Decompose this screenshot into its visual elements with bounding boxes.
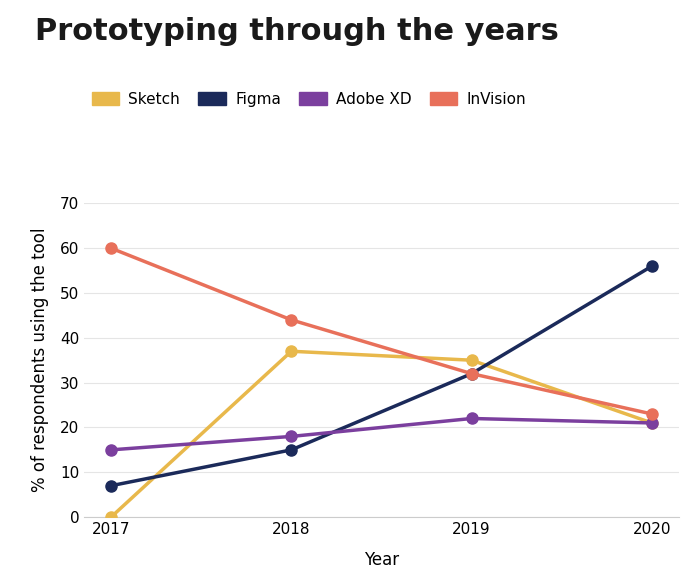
Legend: Sketch, Figma, Adobe XD, InVision: Sketch, Figma, Adobe XD, InVision	[92, 92, 526, 107]
X-axis label: Year: Year	[364, 551, 399, 569]
Y-axis label: % of respondents using the tool: % of respondents using the tool	[31, 228, 49, 493]
Text: Prototyping through the years: Prototyping through the years	[35, 17, 559, 46]
